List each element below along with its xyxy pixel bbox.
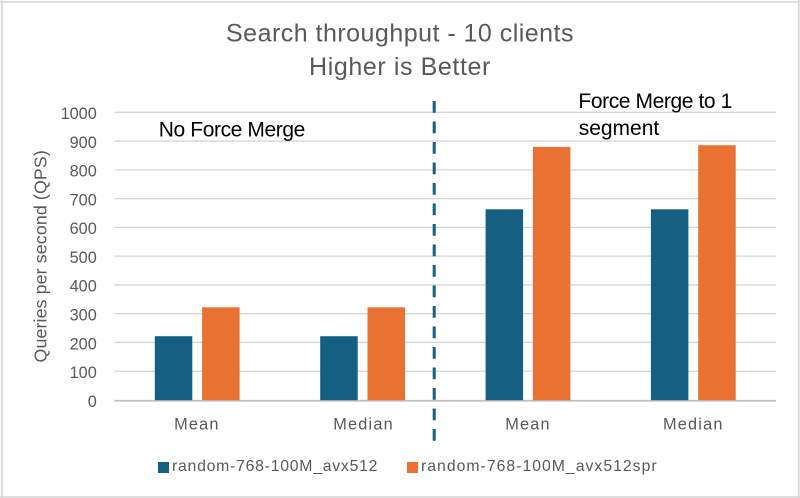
svg-text:Queries per second (QPS): Queries per second (QPS) — [30, 150, 50, 362]
svg-text:200: 200 — [70, 335, 97, 353]
svg-text:Median: Median — [663, 416, 724, 434]
svg-text:600: 600 — [70, 220, 97, 238]
svg-text:400: 400 — [70, 278, 97, 296]
svg-text:Higher is Better: Higher is Better — [309, 53, 491, 81]
svg-text:800: 800 — [70, 163, 97, 181]
svg-text:0: 0 — [88, 393, 97, 411]
svg-text:random-768-100M_avx512: random-768-100M_avx512 — [172, 458, 378, 475]
svg-text:Force Merge to 1: Force Merge to 1 — [578, 90, 732, 113]
svg-text:Search throughput - 10 clients: Search throughput - 10 clients — [226, 20, 574, 48]
svg-text:Mean: Mean — [505, 416, 551, 434]
svg-text:700: 700 — [70, 191, 97, 209]
svg-text:random-768-100M_avx512spr: random-768-100M_avx512spr — [421, 458, 658, 475]
svg-text:300: 300 — [70, 307, 97, 325]
svg-text:500: 500 — [70, 249, 97, 267]
svg-text:100: 100 — [70, 364, 97, 382]
svg-text:900: 900 — [70, 134, 97, 152]
svg-text:Median: Median — [333, 416, 394, 434]
svg-text:No Force Merge: No Force Merge — [159, 119, 305, 142]
svg-text:Mean: Mean — [174, 416, 220, 434]
svg-text:1000: 1000 — [61, 105, 97, 123]
svg-text:segment: segment — [579, 117, 660, 140]
